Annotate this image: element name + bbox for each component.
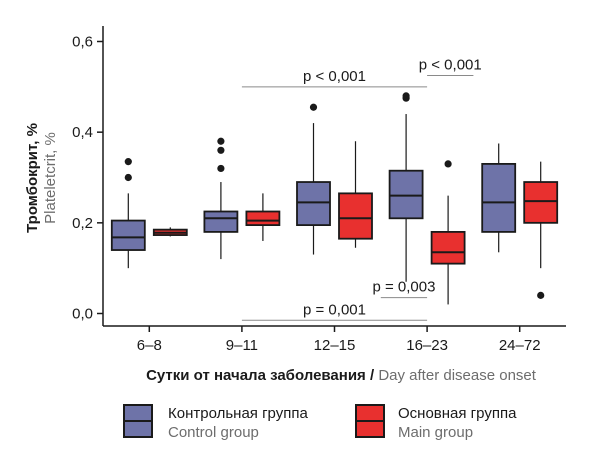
box bbox=[296, 181, 331, 227]
y-axis-ticks: 0,0 0,2 0,4 0,6 bbox=[72, 34, 103, 323]
boxplot-main-1 bbox=[245, 193, 281, 241]
boxplot-control-1 bbox=[203, 137, 239, 260]
outlier-point bbox=[402, 92, 410, 100]
outlier-point bbox=[537, 291, 545, 299]
significance-label: p < 0,001 bbox=[419, 57, 482, 74]
boxplot-control-4 bbox=[481, 143, 517, 253]
box bbox=[481, 162, 517, 233]
y-tick-label: 0,0 bbox=[72, 306, 93, 323]
legend-label-main-en: Main group bbox=[398, 424, 473, 441]
box bbox=[430, 230, 466, 265]
box bbox=[203, 210, 239, 233]
boxplot-control-3 bbox=[388, 92, 424, 282]
x-axis-ticks: 6–8 9–11 12–15 16–23 24–72 bbox=[137, 326, 541, 354]
outlier-point bbox=[124, 173, 132, 182]
y-axis-title-ru: Тромбокрит, % bbox=[24, 123, 41, 233]
legend-item-main: Основная группа Main group bbox=[355, 404, 517, 441]
x-tick-label: 6–8 bbox=[137, 337, 162, 354]
boxplots bbox=[110, 92, 559, 305]
box bbox=[523, 181, 559, 224]
legend: Контрольная группа Control group Основна… bbox=[123, 404, 517, 441]
y-tick-label: 0,6 bbox=[72, 34, 93, 51]
boxplot-main-0 bbox=[152, 227, 188, 237]
box bbox=[388, 169, 424, 220]
outlier-point bbox=[217, 137, 225, 145]
outlier-point bbox=[217, 146, 225, 154]
box bbox=[338, 192, 373, 240]
y-tick-label: 0,4 bbox=[72, 124, 93, 141]
boxplot-control-0 bbox=[110, 158, 146, 269]
significance-label: p = 0,001 bbox=[303, 301, 366, 318]
outlier-point bbox=[124, 158, 132, 166]
box bbox=[245, 210, 281, 226]
y-tick-label: 0,2 bbox=[72, 215, 93, 232]
x-tick-label: 12–15 bbox=[314, 337, 356, 354]
x-axis-title-ru: Сутки от начала заболевания bbox=[146, 367, 366, 384]
boxplot-main-3 bbox=[430, 160, 466, 305]
legend-label-main-ru: Основная группа bbox=[398, 405, 517, 422]
x-axis-title-sep: / bbox=[366, 367, 379, 384]
boxplot-main-4 bbox=[523, 161, 559, 299]
legend-label-control-en: Control group bbox=[168, 424, 259, 441]
legend-item-control: Контрольная группа Control group bbox=[123, 404, 308, 441]
boxplot-control-2 bbox=[296, 103, 331, 255]
significance-label: p < 0,001 bbox=[303, 68, 366, 85]
x-tick-label: 16–23 bbox=[406, 337, 448, 354]
legend-label-control-ru: Контрольная группа bbox=[168, 405, 308, 422]
outlier-point bbox=[217, 164, 225, 173]
x-axis-title: Сутки от начала заболевания / Day after … bbox=[146, 367, 537, 384]
x-axis-title-en: Day after disease onset bbox=[378, 367, 536, 384]
y-axis-title-en: Plateletcrit, % bbox=[42, 132, 59, 224]
boxplot-main-2 bbox=[338, 141, 373, 248]
outlier-point bbox=[309, 103, 318, 111]
significance-label: p = 0,003 bbox=[372, 279, 435, 296]
significance-annotations: p < 0,001 p < 0,001 p = 0,001 p = 0,003 bbox=[241, 57, 482, 321]
x-tick-label: 9–11 bbox=[226, 337, 258, 354]
box bbox=[110, 219, 146, 251]
x-tick-label: 24–72 bbox=[499, 337, 541, 354]
outlier-point bbox=[444, 160, 452, 168]
y-axis-title: Тромбокрит, % Plateletcrit, % bbox=[24, 123, 59, 233]
